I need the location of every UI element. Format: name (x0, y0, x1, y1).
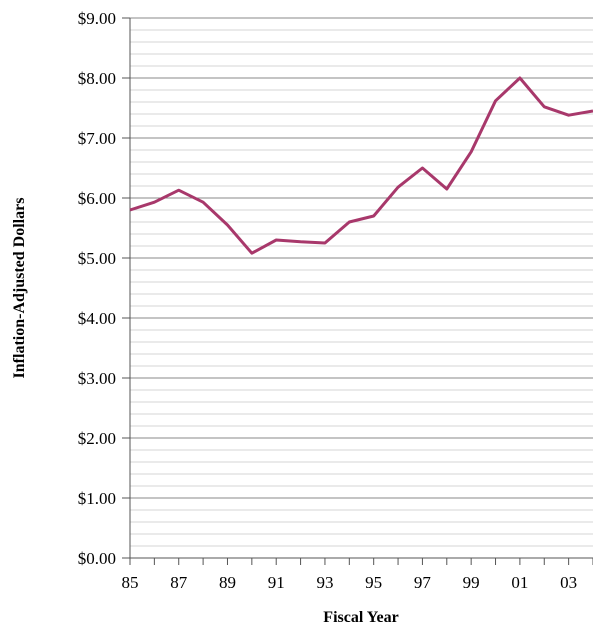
y-tick-label: $2.00 (78, 429, 116, 448)
x-tick-label: 93 (316, 573, 333, 592)
y-tick-label: $1.00 (78, 489, 116, 508)
y-tick-label: $3.00 (78, 369, 116, 388)
y-tick-label: $6.00 (78, 189, 116, 208)
y-tick-label: $0.00 (78, 549, 116, 568)
x-tick-label: 87 (170, 573, 188, 592)
x-tick-label: 01 (511, 573, 528, 592)
x-tick-label: 95 (365, 573, 382, 592)
x-tick-label: 99 (463, 573, 480, 592)
y-tick-label: $9.00 (78, 9, 116, 28)
x-axis-title: Fiscal Year (323, 609, 398, 626)
data-line (129, 76, 593, 255)
x-tick-label: 89 (219, 573, 236, 592)
y-tick-label: $8.00 (78, 69, 116, 88)
x-tick-label: 85 (122, 573, 139, 592)
x-tick-label: 97 (414, 573, 432, 592)
y-tick-label: $5.00 (78, 249, 116, 268)
x-tick-label: 03 (560, 573, 577, 592)
y-tick-label: $4.00 (78, 309, 116, 328)
y-axis-title: Inflation-Adjusted Dollars (11, 198, 28, 379)
x-tick-label: 91 (268, 573, 285, 592)
y-tick-label: $7.00 (78, 129, 116, 148)
